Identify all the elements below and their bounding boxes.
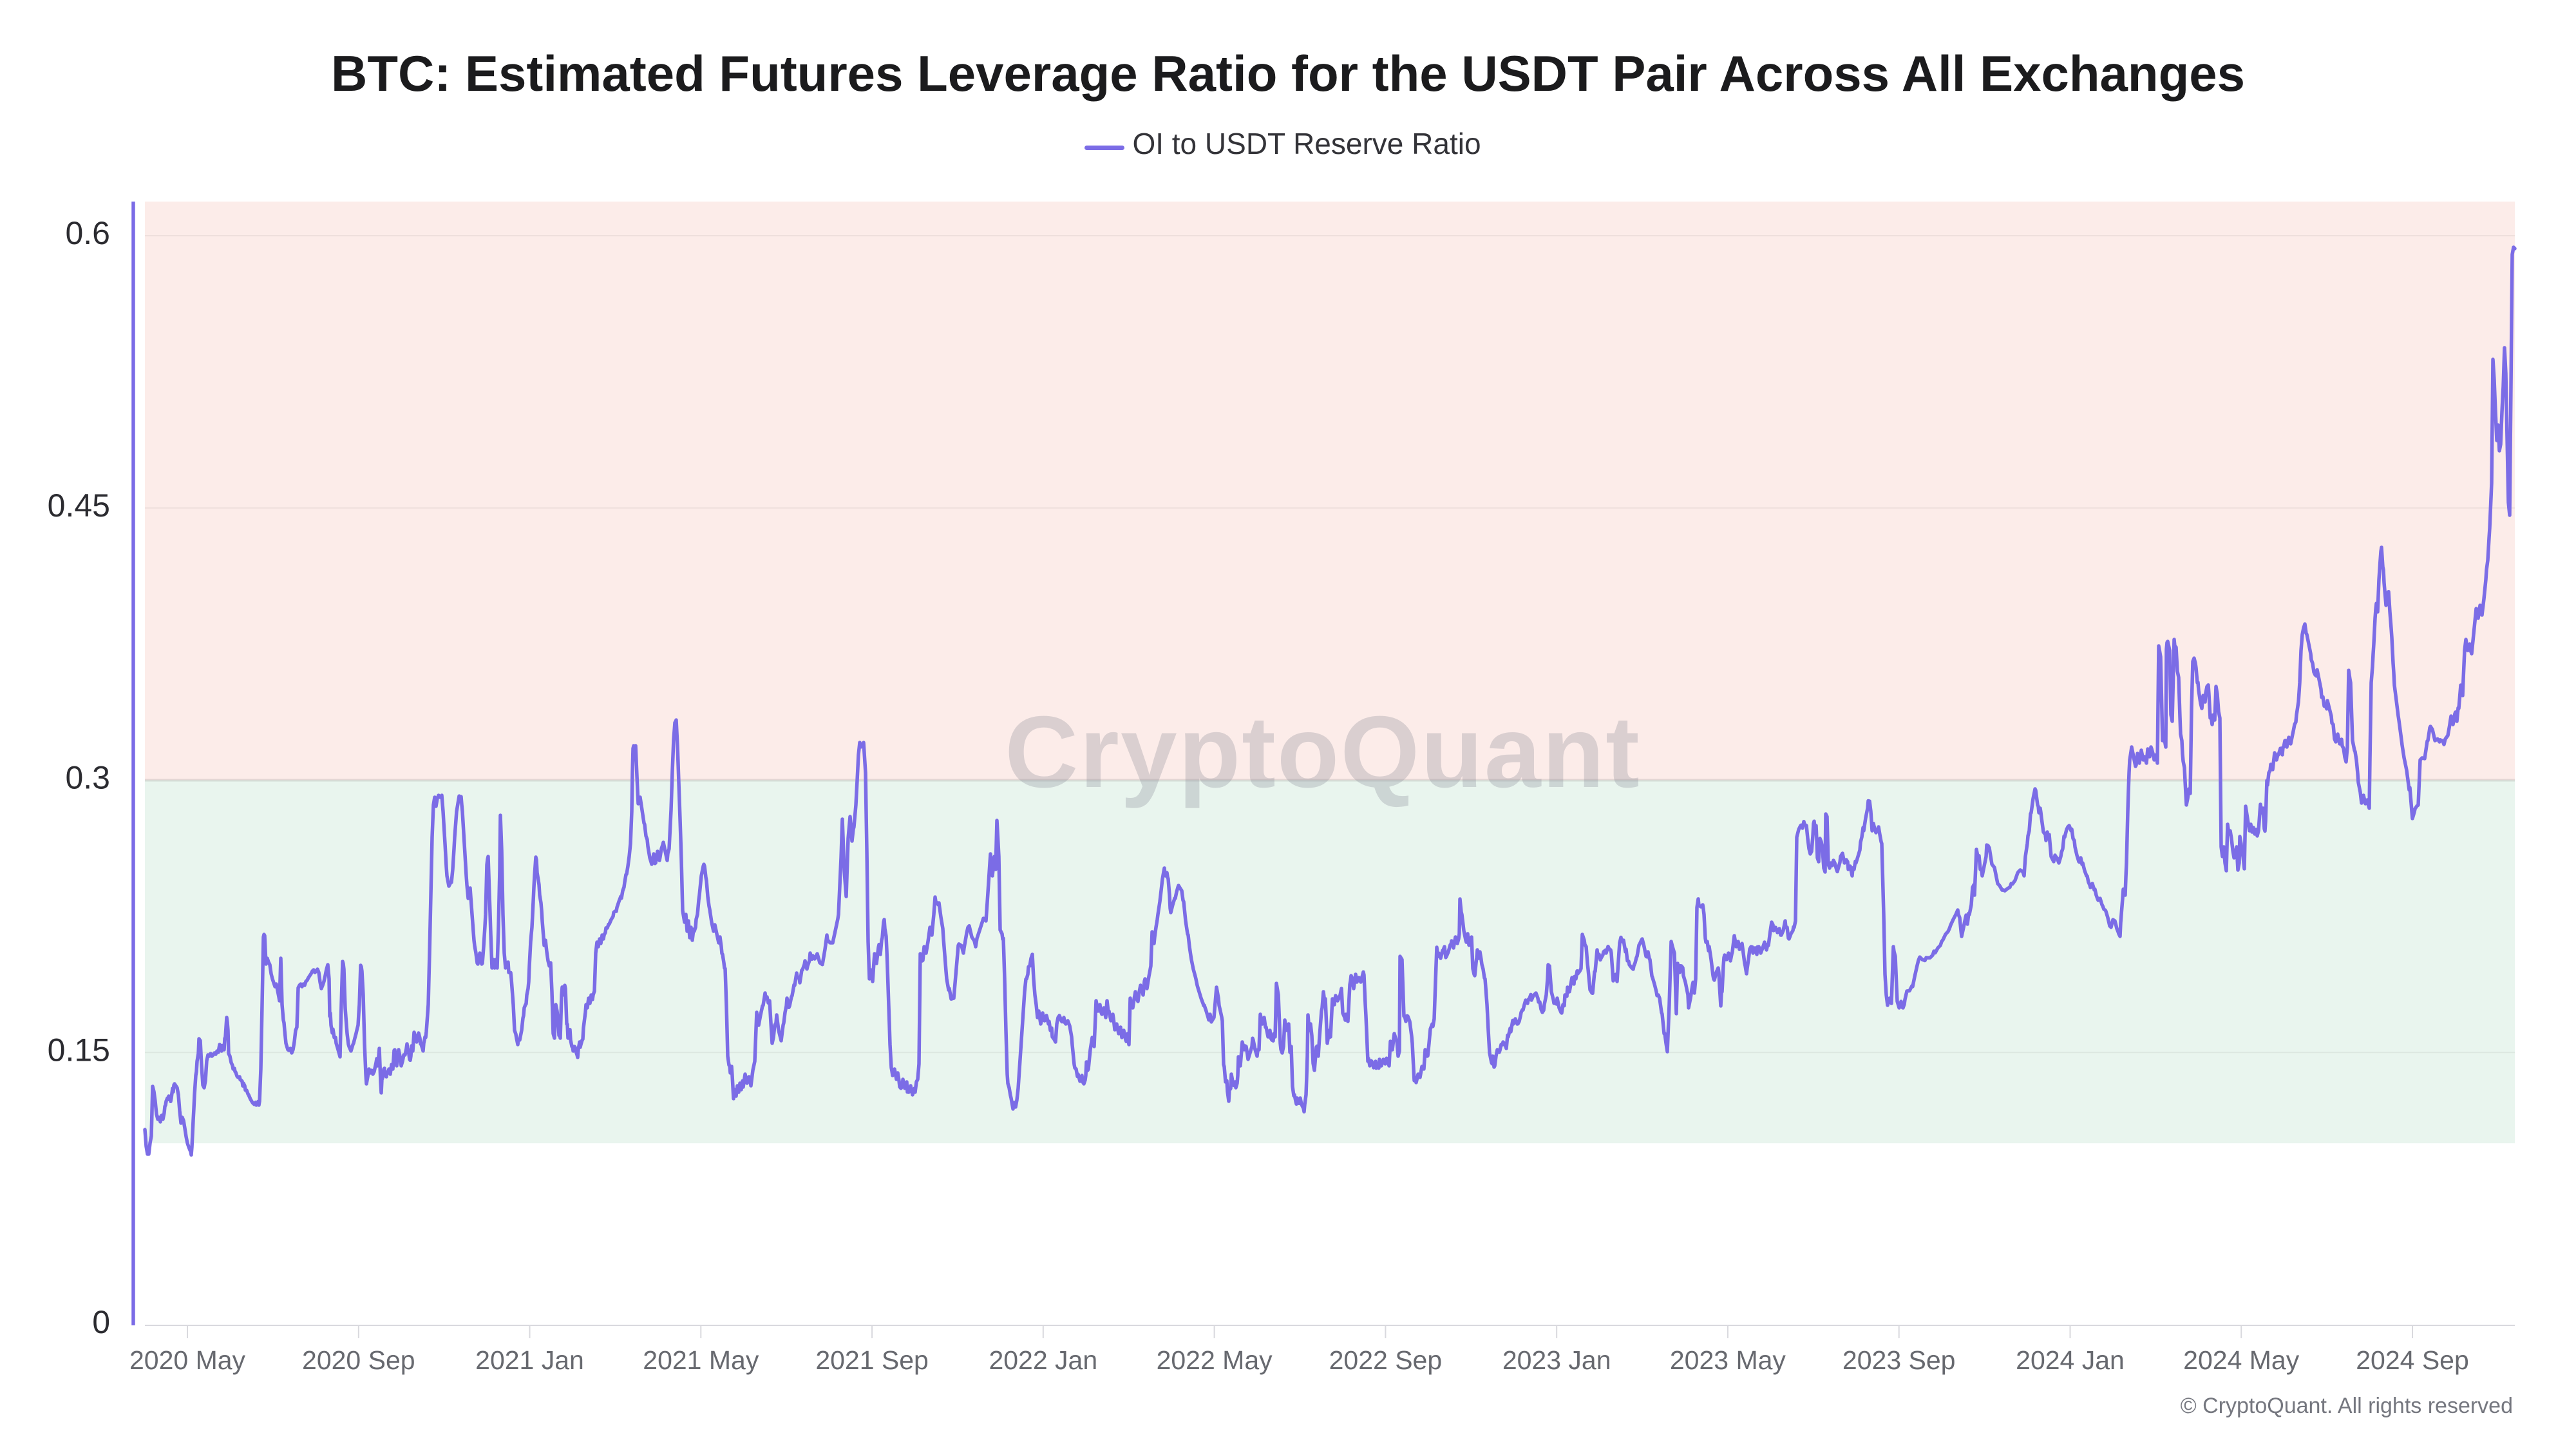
svg-text:2023 Jan: 2023 Jan xyxy=(1502,1345,1611,1375)
svg-text:2022 Sep: 2022 Sep xyxy=(1329,1345,1443,1375)
svg-text:0.3: 0.3 xyxy=(65,760,110,796)
svg-text:0: 0 xyxy=(92,1304,110,1340)
svg-text:2022 Jan: 2022 Jan xyxy=(989,1345,1097,1375)
svg-text:0.45: 0.45 xyxy=(48,488,110,524)
svg-text:2022 May: 2022 May xyxy=(1157,1345,1273,1375)
svg-text:2023 May: 2023 May xyxy=(1670,1345,1786,1375)
svg-text:2024 May: 2024 May xyxy=(2183,1345,2300,1375)
svg-text:0.15: 0.15 xyxy=(48,1032,110,1068)
svg-text:CryptoQuant: CryptoQuant xyxy=(1005,696,1641,809)
svg-text:2021 Jan: 2021 Jan xyxy=(475,1345,584,1375)
svg-text:2023 Sep: 2023 Sep xyxy=(1842,1345,1956,1375)
svg-text:2024 Sep: 2024 Sep xyxy=(2356,1345,2469,1375)
svg-text:2021 Sep: 2021 Sep xyxy=(815,1345,929,1375)
svg-text:© CryptoQuant. All rights rese: © CryptoQuant. All rights reserved xyxy=(2181,1394,2513,1418)
svg-text:2024 Jan: 2024 Jan xyxy=(2016,1345,2125,1375)
svg-text:2020 Sep: 2020 Sep xyxy=(302,1345,415,1375)
svg-text:0.6: 0.6 xyxy=(65,215,110,251)
svg-text:2020 May: 2020 May xyxy=(129,1345,246,1375)
svg-text:2021 May: 2021 May xyxy=(643,1345,759,1375)
